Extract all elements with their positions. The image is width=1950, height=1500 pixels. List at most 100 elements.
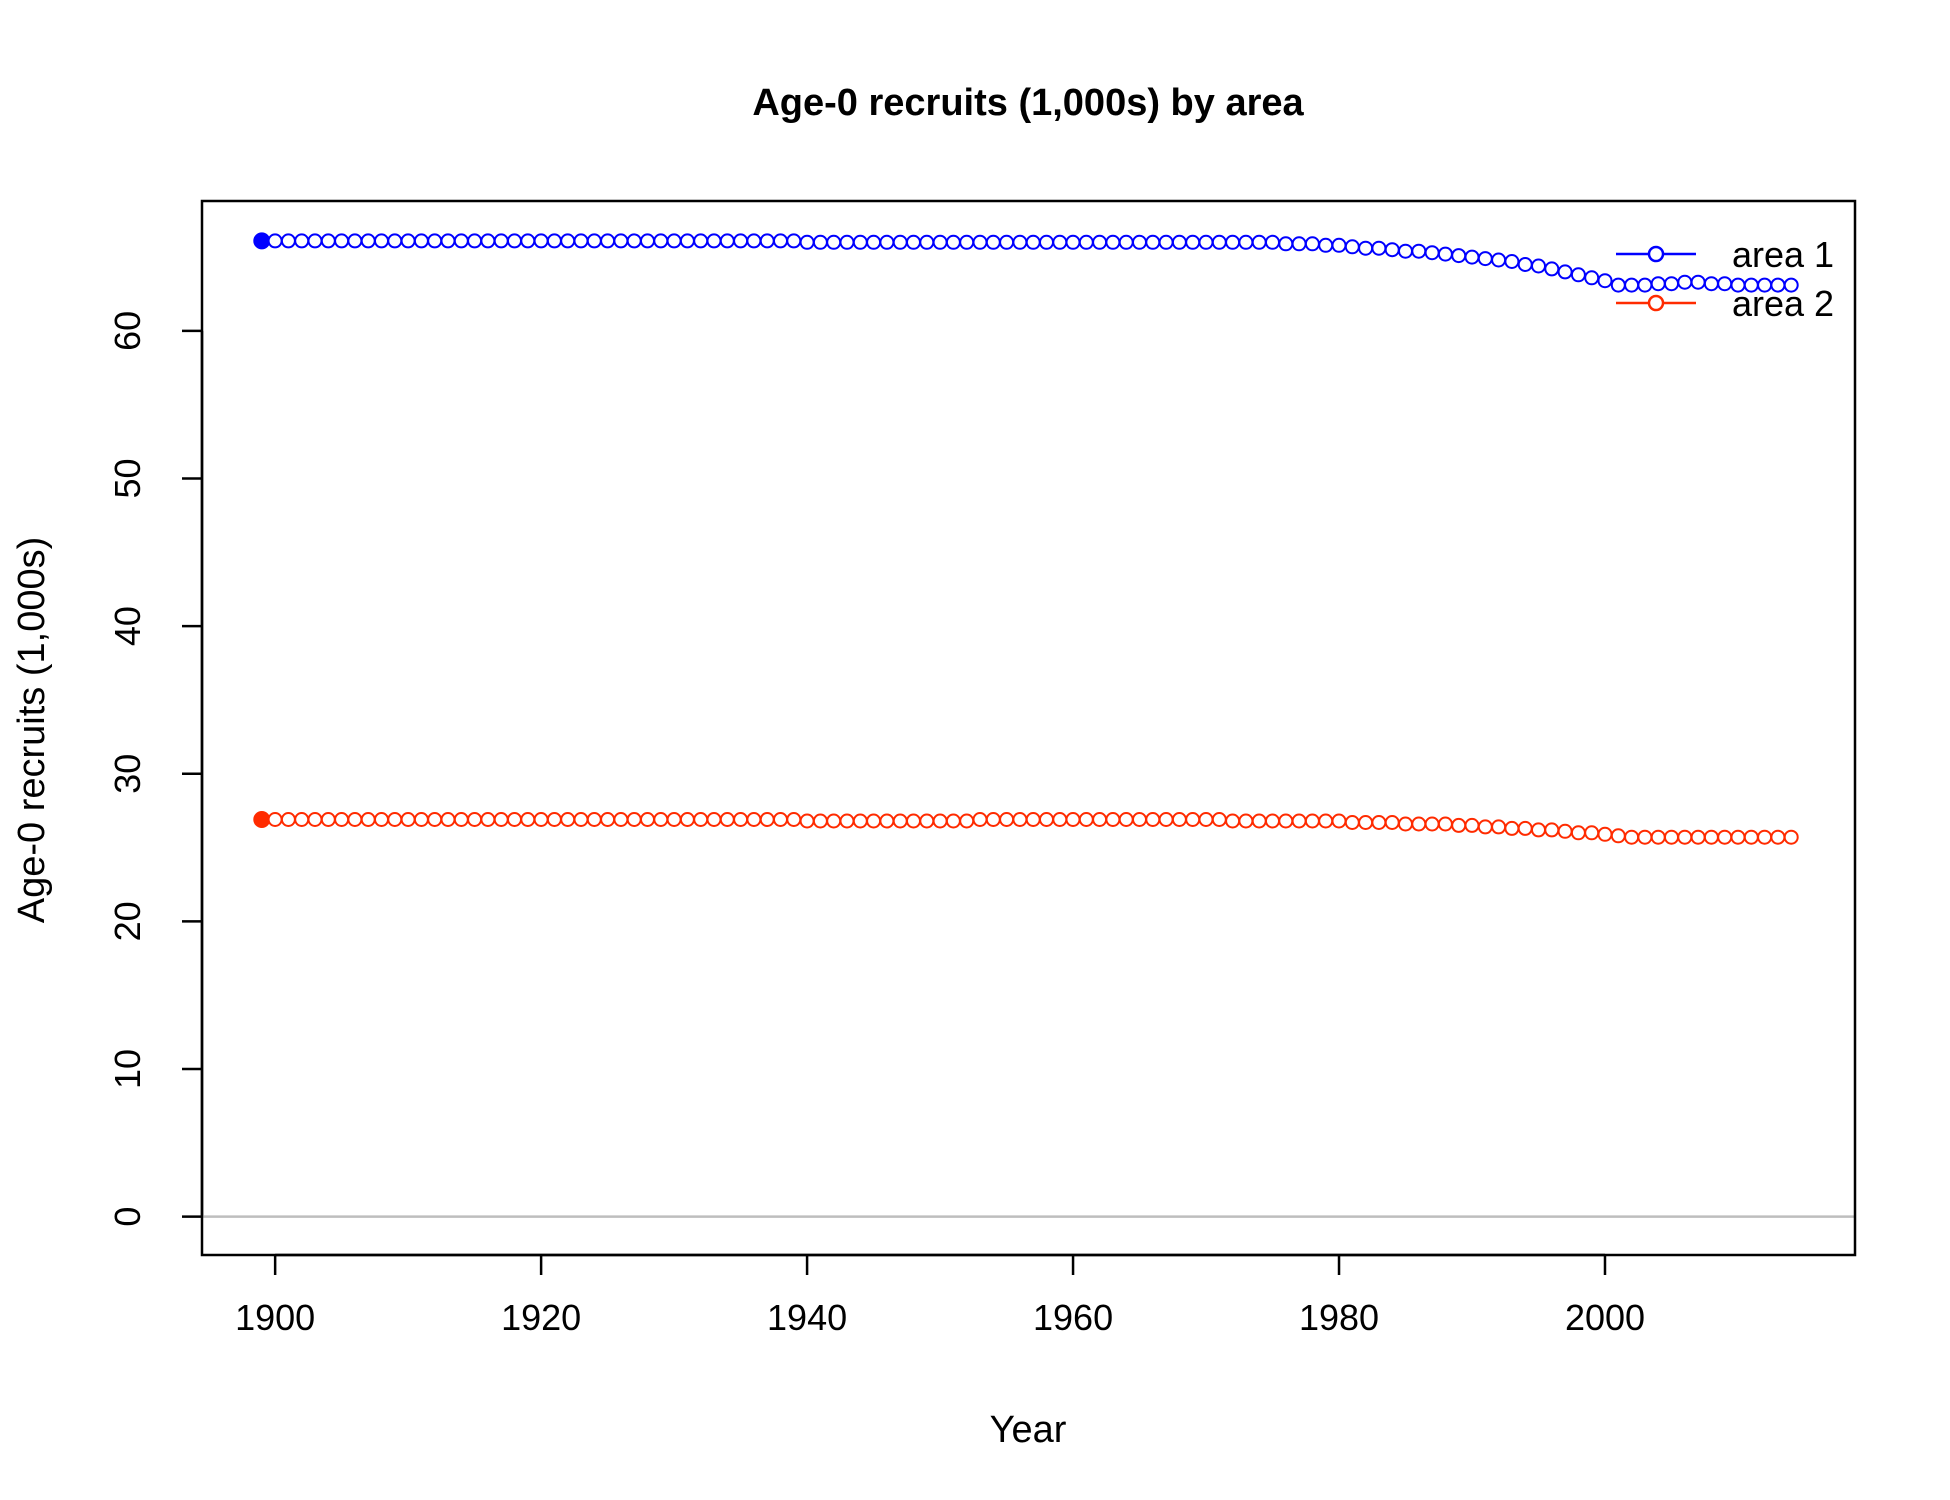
data-point bbox=[334, 812, 350, 827]
data-point bbox=[1570, 267, 1586, 283]
data-point bbox=[1610, 277, 1626, 293]
data-point bbox=[706, 812, 722, 827]
data-point bbox=[1039, 234, 1054, 250]
x-tick-label: 1960 bbox=[1033, 1297, 1113, 1338]
data-point bbox=[1145, 234, 1161, 250]
data-point bbox=[773, 233, 788, 249]
data-point bbox=[719, 812, 735, 827]
data-point bbox=[1105, 234, 1121, 250]
data-point bbox=[1158, 234, 1174, 250]
data-point bbox=[1424, 245, 1440, 261]
data-point bbox=[1610, 828, 1626, 844]
data-point bbox=[1145, 812, 1161, 827]
data-point bbox=[400, 233, 416, 249]
series-2 bbox=[253, 811, 1799, 845]
data-point bbox=[1703, 829, 1719, 845]
data-point bbox=[1078, 812, 1094, 827]
data-point bbox=[1278, 236, 1294, 252]
series-1 bbox=[253, 232, 1799, 293]
data-point bbox=[1105, 812, 1121, 827]
data-point bbox=[759, 233, 775, 249]
data-point bbox=[1624, 277, 1640, 293]
data-point bbox=[1238, 234, 1254, 250]
data-point bbox=[307, 812, 323, 827]
data-point bbox=[1171, 812, 1187, 827]
data-point bbox=[253, 232, 271, 250]
data-point bbox=[1398, 816, 1413, 832]
data-point bbox=[932, 813, 948, 829]
data-point bbox=[253, 811, 271, 828]
legend-marker bbox=[1647, 245, 1665, 263]
data-point bbox=[1570, 825, 1586, 841]
data-point bbox=[546, 233, 562, 249]
data-point bbox=[1158, 812, 1174, 827]
data-point bbox=[1331, 237, 1347, 253]
data-point bbox=[919, 234, 935, 250]
data-point bbox=[1211, 812, 1227, 827]
data-point bbox=[932, 234, 948, 250]
data-point bbox=[440, 812, 456, 827]
data-point bbox=[1304, 813, 1320, 829]
data-point bbox=[1344, 815, 1360, 830]
data-point bbox=[1597, 826, 1613, 842]
data-point bbox=[280, 812, 296, 827]
data-point bbox=[600, 233, 616, 249]
data-point bbox=[560, 233, 576, 249]
data-point bbox=[1783, 277, 1799, 293]
y-tick-label: 10 bbox=[107, 1049, 148, 1089]
y-tick-label: 40 bbox=[107, 606, 148, 646]
data-point bbox=[786, 812, 802, 827]
data-point bbox=[945, 813, 961, 829]
data-point bbox=[1331, 813, 1347, 829]
data-point bbox=[826, 813, 842, 829]
data-point bbox=[706, 233, 722, 249]
y-tick-label: 20 bbox=[107, 901, 148, 941]
data-point bbox=[773, 812, 788, 827]
data-point bbox=[626, 233, 642, 249]
data-point bbox=[1783, 829, 1799, 845]
data-point bbox=[467, 233, 483, 249]
data-point bbox=[347, 812, 363, 827]
data-point bbox=[1544, 822, 1560, 838]
data-point bbox=[653, 812, 669, 827]
data-point bbox=[1703, 276, 1719, 292]
data-point bbox=[1517, 257, 1533, 272]
data-point bbox=[1211, 234, 1227, 250]
data-point bbox=[1451, 817, 1467, 833]
data-point bbox=[1225, 813, 1241, 829]
data-point bbox=[1185, 234, 1201, 250]
data-point bbox=[1504, 820, 1520, 836]
y-axis: 0 10 20 30 40 50 60 bbox=[107, 311, 204, 1227]
data-point bbox=[866, 234, 882, 250]
chart-title: Age-0 recruits (1,000s) by area bbox=[752, 82, 1304, 124]
data-point bbox=[693, 233, 709, 249]
data-point bbox=[999, 812, 1015, 827]
data-point bbox=[613, 812, 629, 827]
data-point bbox=[1717, 829, 1733, 845]
y-tick-label: 50 bbox=[107, 459, 148, 499]
data-point bbox=[1464, 249, 1480, 265]
data-point bbox=[945, 234, 961, 250]
data-point bbox=[1265, 234, 1280, 250]
data-point bbox=[786, 233, 802, 249]
data-point bbox=[427, 233, 443, 249]
data-point bbox=[493, 233, 509, 249]
data-point bbox=[666, 233, 682, 249]
data-point bbox=[1291, 813, 1307, 829]
data-point bbox=[1517, 820, 1533, 836]
data-point bbox=[1437, 246, 1453, 262]
data-point bbox=[600, 812, 616, 827]
data-point bbox=[1052, 812, 1068, 827]
data-point bbox=[1065, 234, 1081, 250]
data-point bbox=[1278, 813, 1294, 829]
data-point bbox=[666, 812, 682, 827]
data-point bbox=[799, 234, 815, 250]
data-point bbox=[852, 234, 868, 250]
data-point bbox=[1198, 234, 1214, 250]
data-point bbox=[1185, 812, 1201, 827]
legend-item-2: area 2 bbox=[1616, 283, 1834, 324]
data-point bbox=[972, 812, 988, 827]
data-point bbox=[1132, 234, 1147, 250]
data-point bbox=[679, 233, 695, 249]
legend-marker bbox=[1647, 294, 1665, 312]
